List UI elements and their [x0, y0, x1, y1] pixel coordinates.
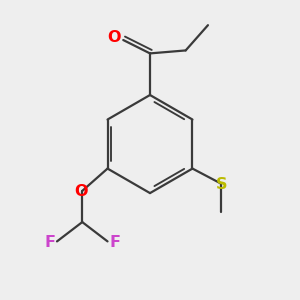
Text: O: O [107, 30, 121, 45]
Text: S: S [216, 176, 228, 191]
Text: O: O [74, 184, 88, 199]
Text: F: F [44, 236, 55, 250]
Text: F: F [110, 236, 121, 250]
